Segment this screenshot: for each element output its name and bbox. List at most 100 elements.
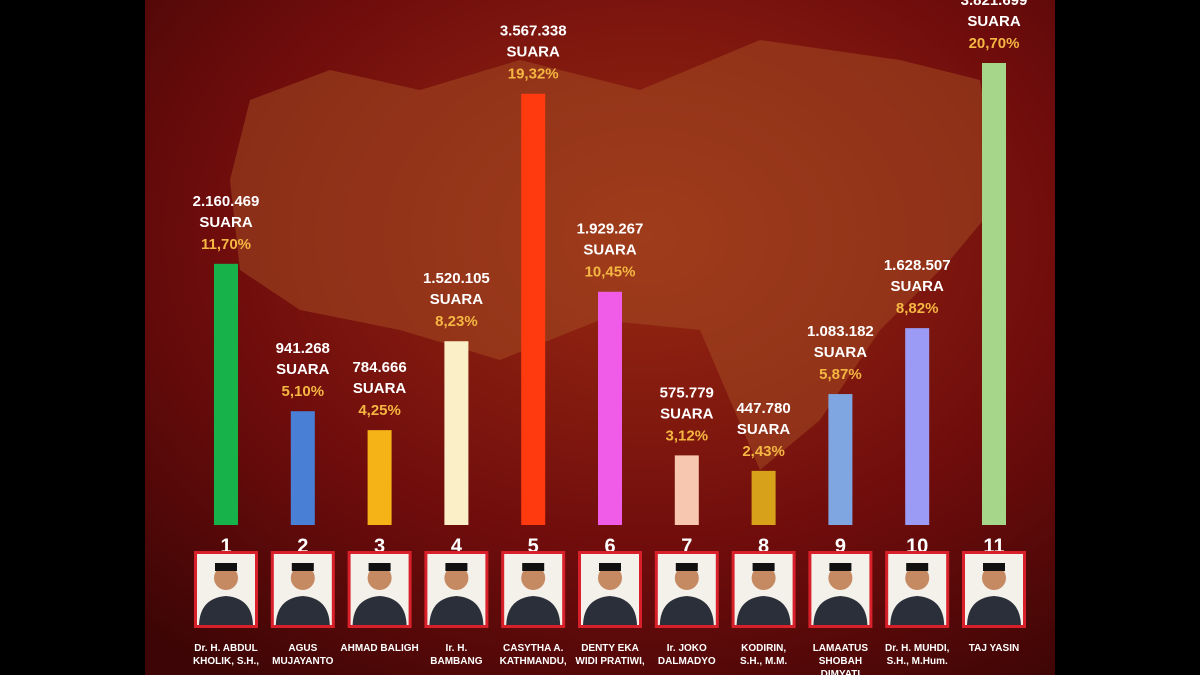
value-label: 784.666	[352, 359, 406, 376]
bar	[982, 63, 1006, 525]
share-label: 8,82%	[896, 300, 939, 317]
candidate-number: 8	[758, 535, 769, 557]
name-line: Dr. H. ABDUL	[194, 643, 258, 654]
photo-body	[506, 596, 561, 625]
photo-body	[967, 596, 1021, 625]
photo-cap	[291, 563, 314, 571]
share-label: 3,12%	[666, 427, 709, 444]
value-label: 447.780	[736, 400, 790, 417]
photo-cap	[675, 563, 698, 571]
name-line: KODIRIN,	[741, 643, 786, 654]
value-label: 3.821.699	[961, 0, 1028, 9]
photo-body	[199, 596, 253, 625]
bar	[367, 430, 392, 525]
candidate-number: 6	[604, 535, 615, 557]
name-line: Dr. H. MUHDI,	[885, 643, 950, 654]
share-label: 5,10%	[282, 383, 325, 400]
unit-label: SUARA	[737, 421, 791, 438]
candidate-name: Ir. JOKO DALMADYO	[658, 643, 716, 667]
bar	[290, 411, 315, 525]
share-label: 19,32%	[508, 66, 559, 83]
unit-label: SUARA	[276, 361, 330, 378]
candidate-number: 7	[681, 535, 692, 557]
map-shape	[230, 40, 1000, 470]
photo-body	[583, 596, 637, 625]
name-line: KHOLIK, S.H.,	[193, 656, 259, 667]
share-label: 20,70%	[969, 35, 1020, 52]
name-line: S.H., M.Hum.	[887, 656, 948, 667]
value-label: 941.268	[276, 340, 330, 357]
value-label: 2.160.469	[193, 193, 260, 210]
photo-cap	[752, 563, 775, 571]
candidate-name: AGUS MUJAYANTO	[272, 643, 334, 667]
name-line: AHMAD BALIGH	[340, 643, 418, 654]
bar	[598, 291, 622, 525]
name-line: TAJ YASIN	[969, 643, 1019, 654]
photo-body	[352, 596, 407, 625]
candidate-number: 1	[220, 535, 231, 557]
name-line: MUJAYANTO	[272, 656, 334, 667]
unit-label: SUARA	[353, 380, 407, 397]
photo-body	[736, 596, 791, 625]
name-line: CASYTHA A.	[503, 643, 564, 654]
value-label: 1.929.267	[577, 221, 644, 238]
unit-label: SUARA	[507, 44, 561, 61]
bar	[214, 263, 238, 525]
name-line: AGUS	[288, 643, 317, 654]
photo-cap	[599, 563, 621, 571]
value-label: 1.520.105	[423, 270, 490, 287]
share-label: 5,87%	[819, 366, 862, 383]
photo-cap	[522, 563, 545, 571]
value-label: 3.567.338	[500, 23, 567, 40]
photo-body	[429, 596, 484, 625]
candidate-name: AHMAD BALIGH	[340, 643, 418, 654]
name-line: DALMADYO	[658, 656, 716, 667]
bar	[828, 394, 853, 525]
photo-head	[598, 566, 622, 590]
photo-head	[521, 566, 546, 590]
candidate-number: 9	[835, 535, 846, 557]
photo-head	[751, 566, 776, 590]
unit-label: SUARA	[891, 278, 945, 295]
name-line: SHOBAH	[819, 656, 862, 667]
photo-body	[659, 596, 714, 625]
candidate-name: KODIRIN, S.H., M.M.	[740, 643, 787, 667]
share-label: 8,23%	[435, 313, 478, 330]
name-line: DIMYATI	[821, 669, 861, 675]
name-line: Ir. H.	[446, 643, 468, 654]
bar	[674, 455, 699, 525]
unit-label: SUARA	[660, 405, 714, 422]
share-label: 4,25%	[358, 402, 401, 419]
share-label: 2,43%	[742, 443, 785, 460]
candidate-name: Ir. H. BAMBANG	[430, 643, 482, 667]
name-line: KATHMANDU,	[500, 656, 567, 667]
photo-head	[444, 566, 469, 590]
share-label: 11,70%	[201, 236, 251, 253]
value-label: 1.083.182	[807, 323, 874, 340]
photo-cap	[983, 563, 1005, 571]
candidate-name: DENTY EKA WIDI PRATIWI,	[575, 643, 644, 667]
photo-body	[813, 596, 868, 625]
photo-cap	[445, 563, 468, 571]
candidate-name: LAMAATUS SHOBAH DIMYATI	[813, 643, 869, 675]
photo-head	[367, 566, 392, 590]
photo-body	[890, 596, 945, 625]
photo-head	[674, 566, 699, 590]
name-line: Ir. JOKO	[667, 643, 707, 654]
photo-body	[275, 596, 330, 625]
unit-label: SUARA	[199, 214, 253, 231]
bar	[444, 341, 469, 525]
candidate-name: CASYTHA A. KATHMANDU,	[500, 643, 567, 667]
value-label: 1.628.507	[884, 257, 951, 274]
candidate-name: Dr. H. MUHDI, S.H., M.Hum.	[885, 643, 950, 667]
value-label: 575.779	[660, 384, 714, 401]
bar	[751, 470, 776, 525]
name-line: DENTY EKA	[581, 643, 639, 654]
candidate-name: Dr. H. ABDUL KHOLIK, S.H.,	[193, 643, 259, 667]
photo-cap	[906, 563, 929, 571]
photo-head	[905, 566, 930, 590]
bar	[905, 328, 930, 525]
photo-cap	[829, 563, 852, 571]
unit-label: SUARA	[967, 13, 1021, 30]
